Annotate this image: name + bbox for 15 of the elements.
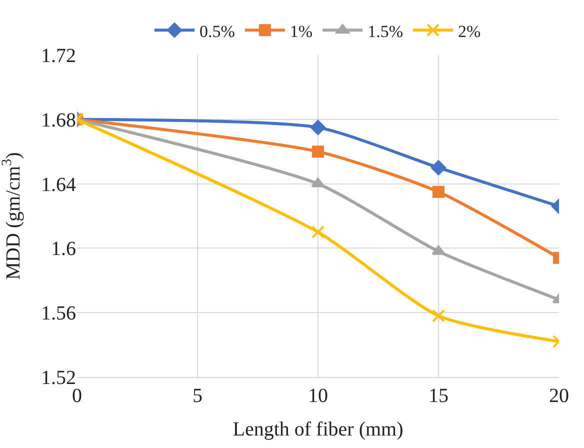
point xyxy=(310,120,326,135)
x-tick-label: 15 xyxy=(428,385,448,407)
y-tick-label: 1.64 xyxy=(41,174,76,196)
y-tick-label: 1.72 xyxy=(41,45,76,67)
x-tick-label: 5 xyxy=(192,385,202,407)
legend-label: 0.5% xyxy=(200,22,235,41)
legend-label: 2% xyxy=(458,22,481,41)
y-tick-label: 1.68 xyxy=(41,109,76,132)
y-tick-label: 1.6 xyxy=(51,238,76,260)
x-tick-label: 10 xyxy=(308,385,328,407)
legend-label: 1.5% xyxy=(368,22,404,41)
x-axis-title: Length of fiber (mm) xyxy=(232,418,404,440)
y-tick-label: 1.56 xyxy=(41,302,76,325)
legend-label: 1% xyxy=(290,22,313,41)
x-tick-label: 20 xyxy=(549,385,569,407)
